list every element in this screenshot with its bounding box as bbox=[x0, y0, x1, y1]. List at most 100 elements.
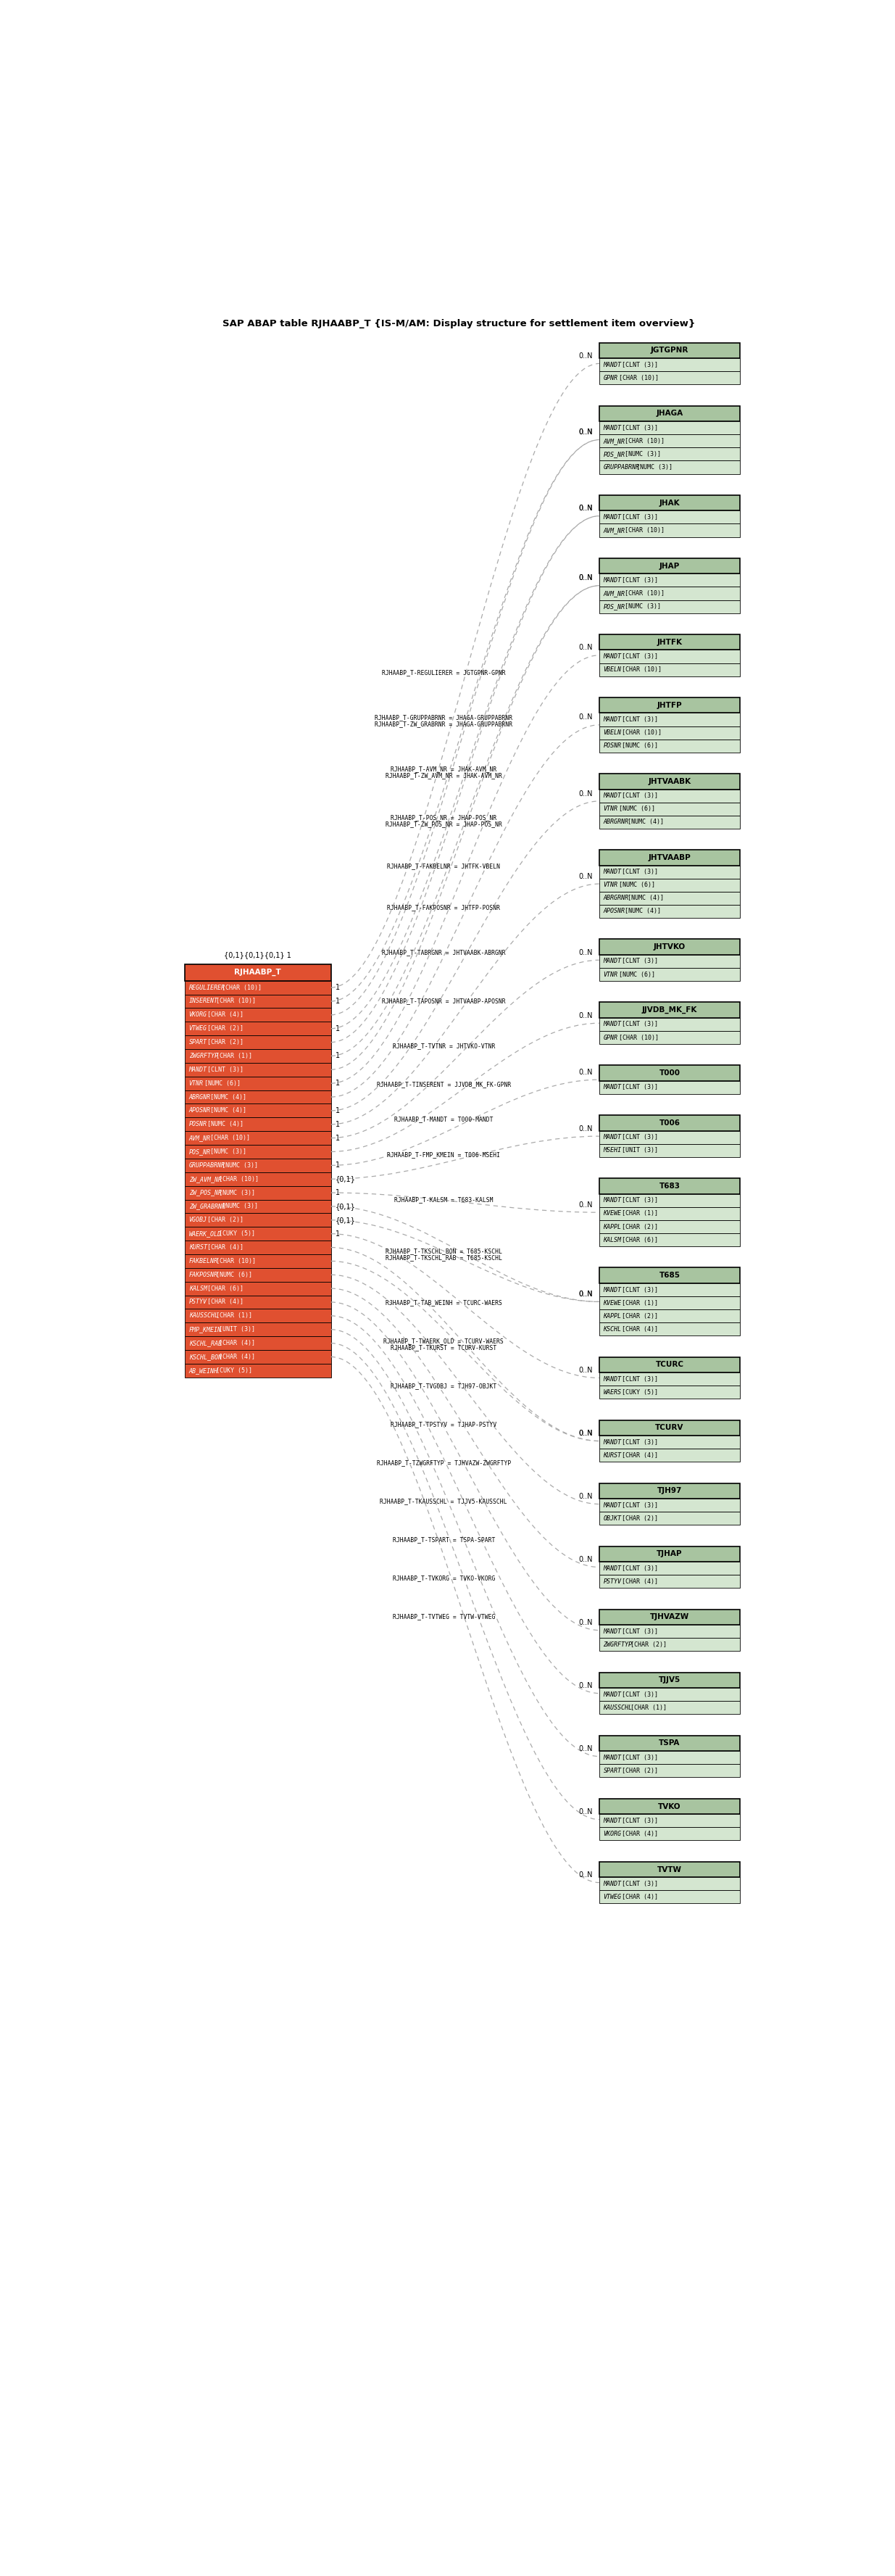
Text: [CHAR (10)]: [CHAR (10)] bbox=[212, 1257, 256, 1265]
FancyBboxPatch shape bbox=[600, 448, 740, 461]
Text: KALSM: KALSM bbox=[603, 1236, 621, 1244]
Text: MANDT: MANDT bbox=[603, 1819, 621, 1824]
FancyBboxPatch shape bbox=[600, 1221, 740, 1234]
FancyBboxPatch shape bbox=[600, 1115, 740, 1131]
Text: ABRGRNR: ABRGRNR bbox=[603, 819, 628, 824]
Text: JGTGPNR: JGTGPNR bbox=[651, 348, 688, 353]
Text: [CLNT (3)]: [CLNT (3)] bbox=[618, 1084, 658, 1090]
Text: [CHAR (2)]: [CHAR (2)] bbox=[618, 1224, 658, 1229]
Text: 1: 1 bbox=[336, 1054, 340, 1059]
Text: FMP_KMEIN: FMP_KMEIN bbox=[189, 1327, 221, 1332]
Text: [CHAR (2)]: [CHAR (2)] bbox=[618, 1515, 658, 1522]
Text: TCURV: TCURV bbox=[655, 1425, 684, 1432]
Text: MANDT: MANDT bbox=[603, 1880, 621, 1888]
FancyBboxPatch shape bbox=[185, 1283, 331, 1296]
Text: [CHAR (10)]: [CHAR (10)] bbox=[218, 984, 261, 992]
FancyBboxPatch shape bbox=[600, 904, 740, 917]
FancyBboxPatch shape bbox=[600, 866, 740, 878]
FancyBboxPatch shape bbox=[185, 1007, 331, 1023]
Text: 0..N: 0..N bbox=[578, 1200, 592, 1208]
FancyBboxPatch shape bbox=[600, 649, 740, 662]
FancyBboxPatch shape bbox=[600, 1546, 740, 1561]
Text: RJHAABP_T-TKSCHL_RAB = T685-KSCHL: RJHAABP_T-TKSCHL_RAB = T685-KSCHL bbox=[386, 1255, 502, 1260]
Text: [CHAR (1)]: [CHAR (1)] bbox=[618, 1301, 658, 1306]
Text: RJHAABP_T-TVTWEG = TVTW-VTWEG: RJHAABP_T-TVTWEG = TVTW-VTWEG bbox=[392, 1613, 495, 1620]
Text: JHTVKO: JHTVKO bbox=[653, 943, 686, 951]
FancyBboxPatch shape bbox=[600, 1419, 740, 1435]
FancyBboxPatch shape bbox=[600, 662, 740, 675]
Text: JJVDB_MK_FK: JJVDB_MK_FK bbox=[642, 1007, 697, 1015]
Text: [NUMC (4)]: [NUMC (4)] bbox=[624, 894, 663, 902]
Text: VKORG: VKORG bbox=[603, 1832, 621, 1837]
Text: [CLNT (3)]: [CLNT (3)] bbox=[618, 1819, 658, 1824]
Text: POSNR: POSNR bbox=[189, 1121, 207, 1128]
Text: [NUMC (3)]: [NUMC (3)] bbox=[207, 1149, 246, 1154]
Text: SAP ABAP table RJHAABP_T {IS-M/AM: Display structure for settlement item overvie: SAP ABAP table RJHAABP_T {IS-M/AM: Displ… bbox=[222, 319, 695, 330]
FancyBboxPatch shape bbox=[600, 956, 740, 969]
FancyBboxPatch shape bbox=[185, 1103, 331, 1118]
Text: 1: 1 bbox=[336, 1121, 340, 1128]
Text: MANDT: MANDT bbox=[603, 868, 621, 876]
Text: RJHAABP_T-TWAERK_OLD = TCURV-WAERS: RJHAABP_T-TWAERK_OLD = TCURV-WAERS bbox=[384, 1337, 504, 1345]
FancyBboxPatch shape bbox=[600, 1309, 740, 1321]
Text: MANDT: MANDT bbox=[603, 1285, 621, 1293]
Text: TJHAP: TJHAP bbox=[657, 1551, 683, 1558]
Text: [NUMC (6)]: [NUMC (6)] bbox=[615, 881, 655, 889]
FancyBboxPatch shape bbox=[600, 1625, 740, 1638]
Text: [CLNT (3)]: [CLNT (3)] bbox=[618, 1198, 658, 1203]
Text: [CLNT (3)]: [CLNT (3)] bbox=[618, 1628, 658, 1636]
FancyBboxPatch shape bbox=[600, 1066, 740, 1082]
FancyBboxPatch shape bbox=[600, 559, 740, 574]
Text: PSTYV: PSTYV bbox=[603, 1579, 621, 1584]
Text: VBELN: VBELN bbox=[603, 729, 621, 737]
Text: INSERENT: INSERENT bbox=[189, 997, 217, 1005]
Text: [CHAR (10)]: [CHAR (10)] bbox=[618, 729, 661, 737]
FancyBboxPatch shape bbox=[600, 422, 740, 435]
Text: [CLNT (3)]: [CLNT (3)] bbox=[618, 515, 658, 520]
FancyBboxPatch shape bbox=[600, 1798, 740, 1814]
FancyBboxPatch shape bbox=[185, 1296, 331, 1309]
FancyBboxPatch shape bbox=[600, 1283, 740, 1296]
Text: 0..N: 0..N bbox=[578, 505, 592, 513]
FancyBboxPatch shape bbox=[185, 1144, 331, 1159]
FancyBboxPatch shape bbox=[600, 358, 740, 371]
Text: RJHAABP_T-MANDT = T000-MANDT: RJHAABP_T-MANDT = T000-MANDT bbox=[394, 1115, 493, 1123]
FancyBboxPatch shape bbox=[185, 963, 331, 981]
Text: MANDT: MANDT bbox=[603, 1198, 621, 1203]
Text: POS_NR: POS_NR bbox=[603, 603, 625, 611]
FancyBboxPatch shape bbox=[185, 1036, 331, 1048]
Text: T685: T685 bbox=[659, 1273, 680, 1280]
FancyBboxPatch shape bbox=[185, 1131, 331, 1144]
Text: GRUPPABRNR: GRUPPABRNR bbox=[603, 464, 640, 471]
FancyBboxPatch shape bbox=[600, 940, 740, 956]
FancyBboxPatch shape bbox=[600, 1082, 740, 1095]
Text: [NUMC (6)]: [NUMC (6)] bbox=[615, 806, 655, 811]
Text: [NUMC (3)]: [NUMC (3)] bbox=[621, 603, 661, 611]
FancyBboxPatch shape bbox=[600, 1030, 740, 1043]
Text: KAPPL: KAPPL bbox=[603, 1314, 621, 1319]
Text: [CHAR (2)]: [CHAR (2)] bbox=[626, 1641, 667, 1649]
Text: KALSM: KALSM bbox=[189, 1285, 207, 1291]
Text: MANDT: MANDT bbox=[603, 1754, 621, 1762]
Text: [CLNT (3)]: [CLNT (3)] bbox=[618, 361, 658, 368]
Text: [CLNT (3)]: [CLNT (3)] bbox=[618, 1285, 658, 1293]
Text: [CHAR (10)]: [CHAR (10)] bbox=[621, 590, 664, 598]
Text: AVM_NR: AVM_NR bbox=[603, 528, 625, 533]
Text: KSCHL_RAB: KSCHL_RAB bbox=[189, 1340, 221, 1347]
Text: 0..N: 0..N bbox=[578, 1368, 592, 1373]
Text: JHAGA: JHAGA bbox=[656, 410, 683, 417]
Text: KAUSSCHL: KAUSSCHL bbox=[189, 1314, 217, 1319]
Text: 1: 1 bbox=[336, 1108, 340, 1115]
Text: [CLNT (3)]: [CLNT (3)] bbox=[618, 1502, 658, 1510]
Text: [CHAR (1)]: [CHAR (1)] bbox=[212, 1314, 252, 1319]
Text: JHAP: JHAP bbox=[660, 562, 680, 569]
Text: [CLNT (3)]: [CLNT (3)] bbox=[618, 1020, 658, 1028]
Text: RJHAABP_T-TPSTYV = TJHAP-PSTYV: RJHAABP_T-TPSTYV = TJHAP-PSTYV bbox=[391, 1422, 497, 1427]
FancyBboxPatch shape bbox=[185, 1118, 331, 1131]
Text: 0..N: 0..N bbox=[578, 791, 592, 796]
FancyBboxPatch shape bbox=[185, 1267, 331, 1283]
FancyBboxPatch shape bbox=[600, 1561, 740, 1574]
FancyBboxPatch shape bbox=[600, 1574, 740, 1589]
Text: RJHAABP_T-ZW_POS_NR = JHAP-POS_NR: RJHAABP_T-ZW_POS_NR = JHAP-POS_NR bbox=[386, 822, 502, 827]
Text: RJHAABP_T-POS_NR = JHAP-POS_NR: RJHAABP_T-POS_NR = JHAP-POS_NR bbox=[391, 814, 497, 822]
